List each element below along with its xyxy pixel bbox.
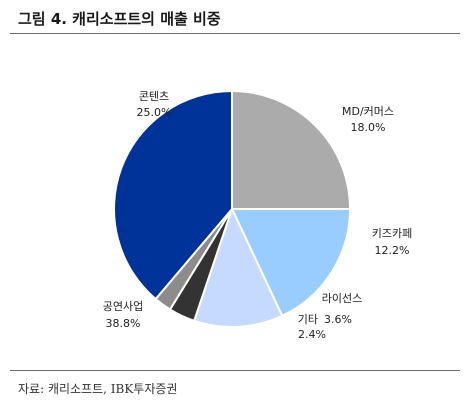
chart-title: 그림 4. 캐리소프트의 매출 비중 bbox=[18, 10, 221, 28]
pie-slices bbox=[113, 90, 351, 328]
label-value-contents: 25.0% bbox=[137, 106, 172, 119]
source-note: 자료: 캐리소프트, IBK투자증권 bbox=[18, 382, 178, 396]
title-divider bbox=[10, 33, 460, 34]
label-value-performance: 38.8% bbox=[106, 317, 141, 330]
slice-kids-cafe bbox=[193, 208, 284, 328]
label-name-license: 라이선스 bbox=[322, 292, 362, 305]
label-name-contents: 콘텐츠 bbox=[139, 90, 169, 103]
slice-labels: 콘텐츠 25.0% MD/커머스 18.0% 키즈카페 12.2% 라이선스 3… bbox=[103, 90, 412, 341]
pie-chart: 콘텐츠 25.0% MD/커머스 18.0% 키즈카페 12.2% 라이선스 3… bbox=[103, 90, 412, 341]
slice-contents bbox=[231, 90, 351, 210]
label-value-md-commerce: 18.0% bbox=[351, 121, 386, 134]
label-name-performance: 공연사업 bbox=[103, 300, 143, 313]
label-name-md-commerce: MD/커머스 bbox=[342, 105, 394, 118]
label-value-kids-cafe: 12.2% bbox=[375, 244, 410, 257]
label-name-other: 기타 bbox=[298, 313, 318, 326]
label-value-license: 3.6% bbox=[324, 313, 352, 326]
label-value-other: 2.4% bbox=[298, 328, 326, 341]
slice-md-commerce bbox=[231, 208, 351, 317]
label-name-kids-cafe: 키즈카페 bbox=[372, 227, 412, 240]
slice-performance bbox=[113, 90, 233, 300]
source-divider bbox=[10, 370, 460, 371]
